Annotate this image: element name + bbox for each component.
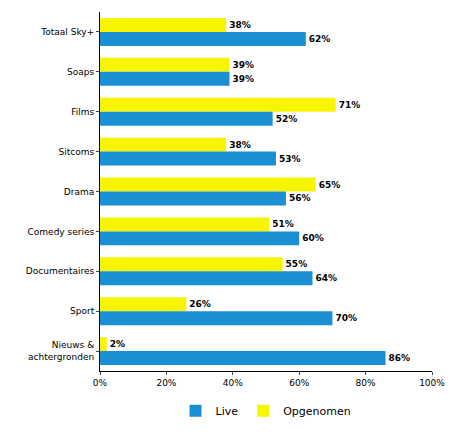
svg-text:80%: 80% (356, 378, 376, 388)
svg-text:62%: 62% (309, 34, 331, 44)
svg-text:70%: 70% (335, 313, 357, 323)
svg-text:56%: 56% (289, 193, 311, 203)
svg-text:55%: 55% (286, 259, 308, 269)
svg-text:Opgenomen: Opgenomen (283, 405, 351, 418)
svg-text:Soaps: Soaps (67, 67, 94, 77)
svg-text:Sitcoms: Sitcoms (59, 147, 95, 157)
svg-text:38%: 38% (229, 20, 251, 30)
svg-text:39%: 39% (232, 74, 254, 84)
svg-text:26%: 26% (189, 299, 211, 309)
svg-text:38%: 38% (229, 140, 251, 150)
svg-text:100%: 100% (419, 378, 445, 388)
svg-text:Documentaires: Documentaires (26, 266, 95, 276)
svg-text:0%: 0% (93, 378, 108, 388)
svg-text:53%: 53% (279, 154, 301, 164)
svg-text:86%: 86% (389, 353, 411, 363)
svg-text:20%: 20% (156, 378, 176, 388)
svg-text:40%: 40% (223, 378, 243, 388)
svg-text:Sport: Sport (70, 306, 95, 316)
svg-text:Live: Live (216, 405, 239, 418)
svg-text:Drama: Drama (64, 187, 94, 197)
svg-text:60%: 60% (302, 233, 324, 243)
svg-text:65%: 65% (319, 180, 341, 190)
svg-text:Comedy series: Comedy series (28, 227, 95, 237)
svg-text:Nieuws &achtergronden: Nieuws &achtergronden (28, 340, 94, 362)
svg-text:52%: 52% (276, 114, 298, 124)
svg-text:Films: Films (71, 107, 94, 117)
svg-text:Totaal Sky+: Totaal Sky+ (40, 27, 94, 37)
svg-text:71%: 71% (339, 100, 361, 110)
svg-text:2%: 2% (110, 339, 125, 349)
svg-text:64%: 64% (315, 273, 337, 283)
svg-text:51%: 51% (272, 219, 294, 229)
svg-text:39%: 39% (232, 60, 254, 70)
svg-text:60%: 60% (289, 378, 309, 388)
